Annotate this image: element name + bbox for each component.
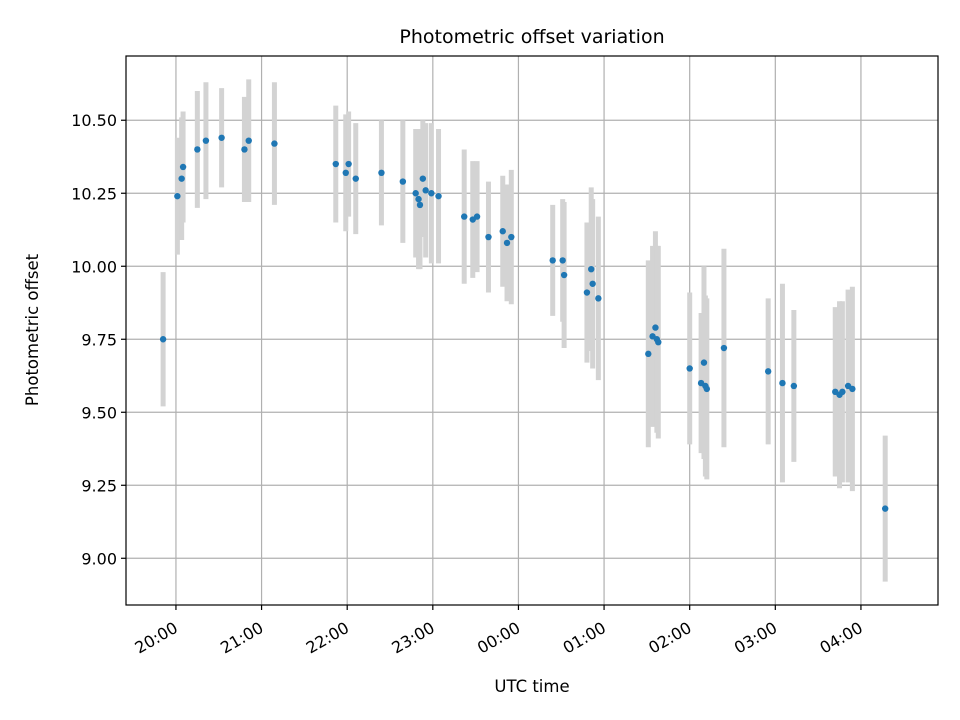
data-point — [245, 137, 252, 144]
chart-title: Photometric offset variation — [399, 26, 664, 48]
data-point — [461, 213, 468, 220]
data-point — [412, 190, 419, 197]
x-axis-ticks: 20:00 21:00 22:00 23:00 00:00 01:00 02:00 03:00… — [132, 605, 866, 658]
data-point — [473, 213, 481, 220]
data-point — [881, 505, 889, 512]
x-tick-label: 21:00 — [217, 618, 266, 658]
y-tick-label: 10.00 — [71, 257, 117, 276]
data-point — [839, 388, 846, 396]
data-point — [764, 368, 772, 375]
data-point — [583, 289, 591, 296]
y-tick-label: 10.25 — [71, 184, 117, 203]
x-axis-label: UTC time — [494, 677, 569, 696]
data-point — [422, 187, 429, 194]
data-point — [499, 228, 506, 235]
data-point — [194, 146, 201, 153]
x-tick-label: 03:00 — [731, 618, 780, 658]
y-tick-label: 9.25 — [81, 476, 117, 495]
data-points — [159, 134, 889, 512]
data-point — [790, 382, 798, 390]
error-bars — [160, 79, 888, 582]
data-point — [345, 160, 352, 168]
data-point — [560, 271, 568, 279]
x-tick-label: 04:00 — [817, 618, 866, 658]
y-axis-ticks: 9.00 9.25 9.50 9.75 10.00 10.25 10.50 — [71, 111, 126, 568]
data-point — [202, 137, 210, 144]
data-point — [179, 163, 187, 171]
x-tick-label: 20:00 — [132, 618, 181, 658]
data-point — [700, 359, 708, 366]
x-tick-label: 02:00 — [645, 618, 694, 658]
x-tick-label: 00:00 — [474, 618, 523, 658]
y-tick-label: 9.00 — [81, 549, 117, 568]
data-point — [352, 175, 359, 182]
data-point — [416, 201, 424, 209]
x-tick-label: 01:00 — [560, 618, 609, 658]
data-point — [779, 379, 786, 387]
data-point — [849, 385, 856, 393]
data-point — [218, 134, 225, 141]
y-tick-label: 9.75 — [81, 330, 117, 349]
data-point — [559, 257, 566, 264]
data-point — [428, 190, 435, 197]
data-point — [332, 160, 339, 168]
data-point — [589, 280, 596, 287]
plot-frame — [125, 55, 939, 606]
data-point — [686, 365, 693, 372]
data-point — [271, 140, 278, 147]
data-point — [655, 338, 662, 346]
x-tick-label: 23:00 — [388, 618, 437, 658]
data-point — [485, 233, 492, 241]
data-point — [720, 344, 728, 352]
data-point — [415, 195, 422, 203]
data-point — [549, 257, 556, 264]
data-point — [174, 192, 181, 200]
data-point — [178, 175, 185, 182]
data-point — [503, 239, 511, 247]
data-point — [435, 192, 442, 200]
data-point — [645, 350, 652, 358]
data-point — [378, 169, 385, 177]
data-point — [419, 175, 427, 182]
x-tick-label: 22:00 — [303, 618, 352, 658]
y-tick-label: 10.50 — [71, 111, 117, 130]
data-point — [652, 324, 659, 331]
data-point — [588, 265, 595, 273]
data-point — [399, 178, 407, 185]
data-point — [703, 385, 711, 393]
y-axis-label: Photometric offset — [23, 253, 42, 406]
data-point — [508, 233, 515, 241]
data-point — [241, 146, 248, 153]
grid — [126, 56, 938, 605]
y-tick-label: 9.50 — [81, 403, 117, 422]
data-point — [159, 336, 167, 343]
data-point — [595, 295, 602, 302]
data-point — [342, 169, 349, 177]
